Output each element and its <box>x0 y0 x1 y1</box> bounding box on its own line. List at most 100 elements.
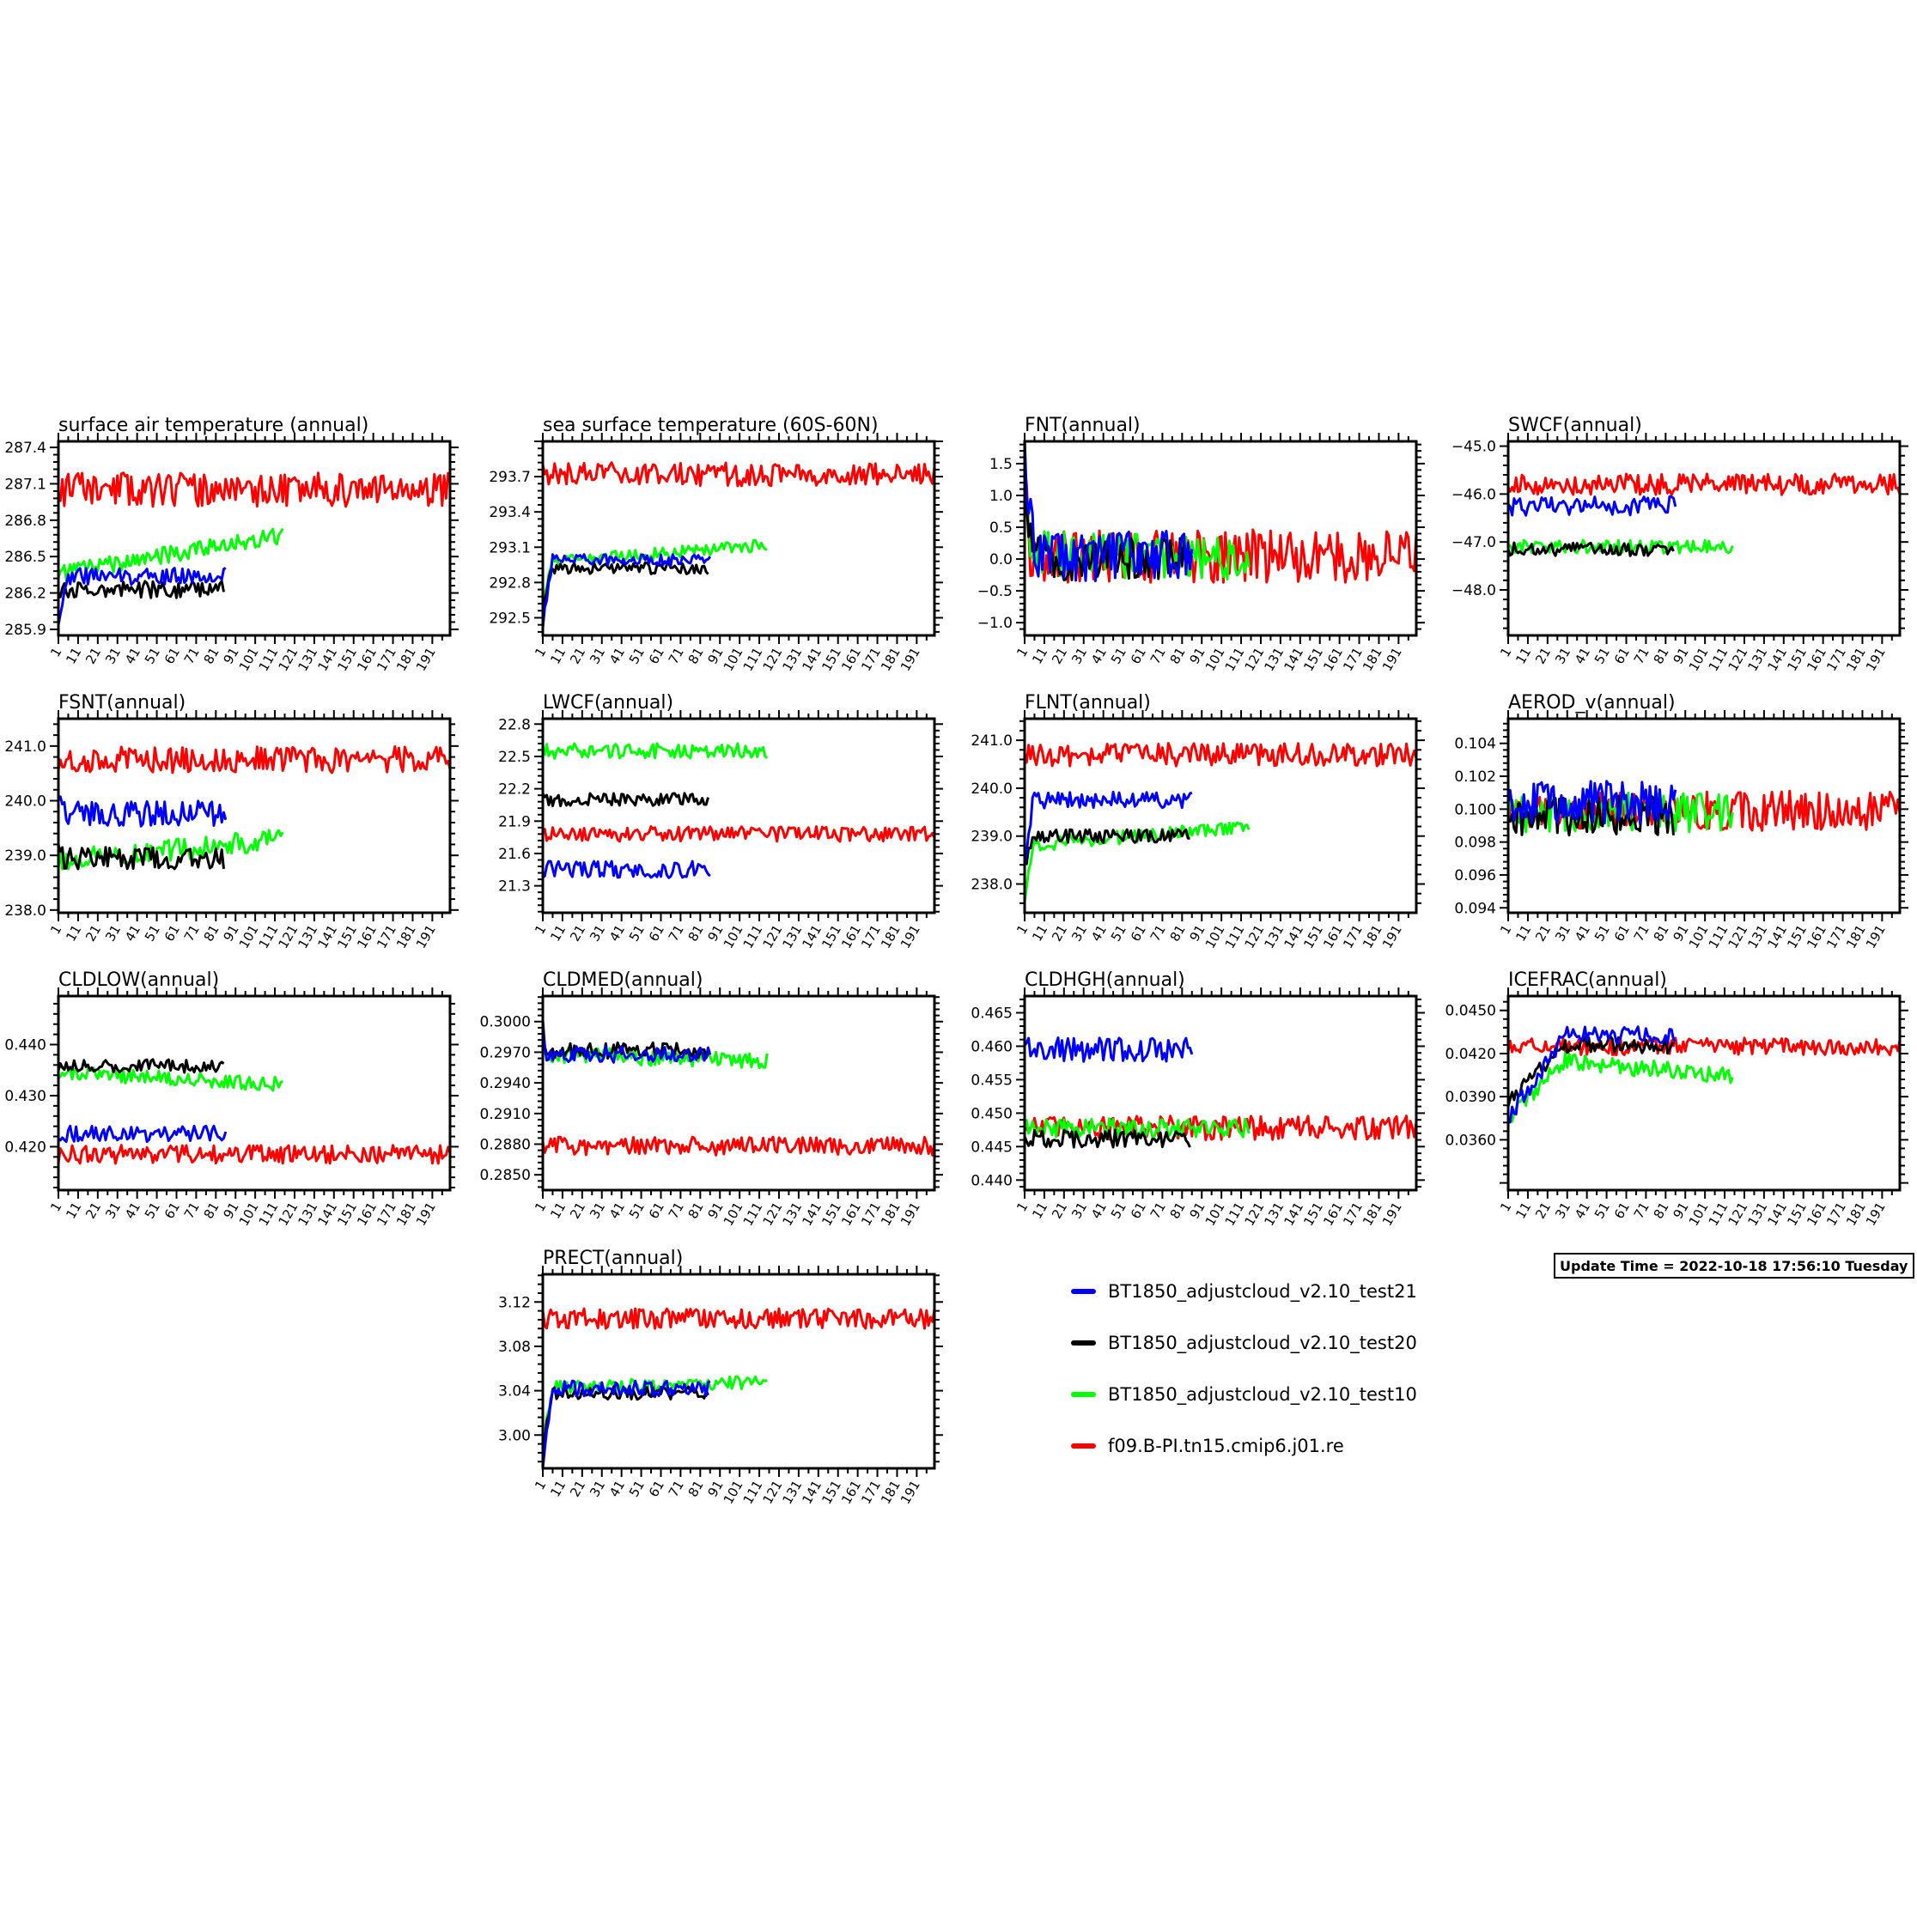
series-line-test10 <box>543 538 768 601</box>
series-line-test20 <box>543 1020 709 1060</box>
x-tick-label: 121 <box>276 645 301 674</box>
x-tick-label: 71 <box>1631 1200 1652 1222</box>
chart-panels: 1112131415161718191101111121131141151161… <box>4 415 1908 1507</box>
x-tick-label: 151 <box>819 1200 844 1229</box>
x-tick-label: 151 <box>1300 922 1326 951</box>
x-tick-label: 101 <box>721 1200 746 1229</box>
x-tick-label: 101 <box>1202 922 1228 951</box>
panel-title: PRECT(annual) <box>543 1248 683 1269</box>
x-tick-label: 191 <box>1379 1200 1405 1229</box>
x-tick-label: 131 <box>1744 1200 1770 1229</box>
plot-frame <box>1506 994 1902 1192</box>
x-tick-label: 41 <box>1572 1200 1593 1222</box>
x-tick-label: 41 <box>1572 645 1593 667</box>
plot-frame <box>541 440 936 637</box>
x-tick-label: 11 <box>1512 922 1534 945</box>
y-tick-label: 0.450 <box>971 1105 1013 1122</box>
y-tick-label: 0.440 <box>971 1172 1013 1189</box>
series-group <box>543 742 934 879</box>
x-tick-label: 111 <box>1706 1200 1731 1229</box>
x-tick-label: 31 <box>587 1478 608 1500</box>
panel-title: FSNT(annual) <box>58 692 186 714</box>
y-tick-label: 239.0 <box>4 848 46 865</box>
chart-panel: 1112131415161718191101111121131141151161… <box>489 415 943 674</box>
x-tick-label: 111 <box>740 645 766 674</box>
legend-entry: BT1850_adjustcloud_v2.10_test21 <box>1071 1281 1417 1303</box>
y-tick-label: 1.5 <box>989 456 1013 473</box>
x-tick-label: 121 <box>1725 1200 1751 1229</box>
x-tick-label: 61 <box>161 922 183 945</box>
chart-panel: 1112131415161718191101111121131141151161… <box>498 1248 943 1507</box>
plot-frame <box>541 1273 936 1470</box>
series-line-test21 <box>1508 1025 1677 1124</box>
x-tick-label: 171 <box>858 922 884 951</box>
x-tick-label: 81 <box>201 1200 222 1222</box>
series-line-test20 <box>1025 1128 1191 1149</box>
x-tick-label: 71 <box>666 645 687 667</box>
series-line-test21 <box>543 860 711 879</box>
x-tick-label: 51 <box>1108 922 1129 945</box>
x-tick-label: 131 <box>779 645 805 674</box>
x-tick-label: 81 <box>685 1200 707 1222</box>
x-tick-label: 31 <box>1068 645 1090 667</box>
x-tick-label: 131 <box>295 922 320 951</box>
x-tick-label: 31 <box>1068 922 1090 945</box>
y-tick-label: 238.0 <box>4 902 46 920</box>
y-tick-label: 0.102 <box>1454 769 1496 786</box>
x-tick-label: 171 <box>1340 1200 1366 1229</box>
y-tick-label: −46.0 <box>1451 486 1496 503</box>
x-tick-label: 81 <box>1167 1200 1189 1222</box>
y-tick-label: 0.440 <box>4 1037 46 1054</box>
x-tick-label: 51 <box>626 645 648 667</box>
y-tick-label: 241.0 <box>971 732 1013 750</box>
x-tick-label: 61 <box>161 1200 183 1222</box>
legend-entry: f09.B-PI.tn15.cmip6.j01.re <box>1071 1436 1344 1456</box>
x-tick-label: 51 <box>626 922 648 945</box>
x-tick-label: 21 <box>1049 1200 1070 1222</box>
x-tick-label: 161 <box>1320 922 1346 951</box>
x-tick-label: 11 <box>1029 922 1050 945</box>
y-tick-label: 0.465 <box>971 1005 1013 1022</box>
x-tick-label: 131 <box>1744 645 1770 674</box>
y-tick-label: 287.4 <box>4 440 46 457</box>
series-line-ref <box>58 745 450 775</box>
panel-title: sea surface temperature (60S-60N) <box>543 415 879 436</box>
y-tick-label: 1.0 <box>989 488 1013 505</box>
chart-panel: 1112131415161718191101111121131141151161… <box>1454 692 1908 951</box>
y-tick-label: 0.445 <box>971 1139 1013 1156</box>
x-tick-label: 121 <box>1242 645 1268 674</box>
series-line-test21 <box>58 567 227 626</box>
series-line-test20 <box>543 1385 709 1453</box>
series-line-ref <box>58 1144 450 1165</box>
x-tick-label: 131 <box>779 1478 805 1507</box>
x-tick-label: 71 <box>1147 922 1169 945</box>
x-tick-label: 181 <box>1360 922 1385 951</box>
x-tick-label: 141 <box>799 922 825 951</box>
y-tick-label: 3.08 <box>498 1339 531 1356</box>
x-tick-label: 141 <box>799 645 825 674</box>
x-tick-label: 151 <box>819 922 844 951</box>
y-tick-label: 238.0 <box>971 877 1013 894</box>
panel-title: CLDLOW(annual) <box>58 969 219 991</box>
series-line-test10 <box>58 1066 284 1092</box>
plot-frame <box>1023 717 1418 914</box>
x-tick-label: 161 <box>354 1200 380 1229</box>
x-tick-label: 1 <box>1013 922 1031 937</box>
plot-frame <box>1023 994 1418 1192</box>
legend-label: BT1850_adjustcloud_v2.10_test21 <box>1108 1281 1417 1303</box>
x-tick-label: 81 <box>1167 645 1189 667</box>
x-tick-label: 1 <box>1013 1200 1031 1214</box>
x-tick-label: 71 <box>181 922 203 945</box>
x-tick-label: 21 <box>1049 645 1070 667</box>
x-tick-label: 171 <box>1340 922 1366 951</box>
x-tick-label: 131 <box>1261 922 1287 951</box>
y-tick-label: 21.3 <box>498 878 531 896</box>
x-tick-label: 141 <box>314 645 340 674</box>
x-tick-label: 1 <box>47 1200 64 1214</box>
x-tick-label: 11 <box>547 645 569 667</box>
legend-entry: BT1850_adjustcloud_v2.10_test20 <box>1071 1333 1417 1354</box>
y-tick-label: 293.1 <box>489 539 531 556</box>
x-tick-label: 131 <box>295 645 320 674</box>
x-tick-label: 11 <box>63 645 84 667</box>
x-tick-label: 21 <box>82 922 104 945</box>
